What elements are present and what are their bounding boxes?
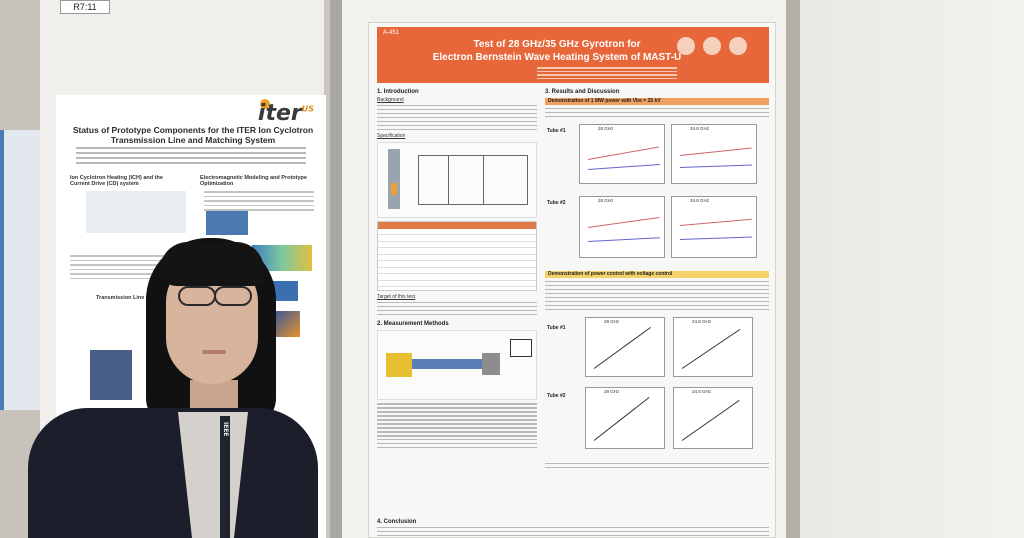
- iter-photo: [90, 350, 132, 400]
- subsection-background: Background: [377, 97, 404, 103]
- iter-section-em: Electromagnetic Modeling and Prototype O…: [200, 175, 307, 187]
- section-measurement-methods: 2. Measurement Methods: [377, 321, 449, 328]
- presenter-bangs: [160, 242, 264, 286]
- board-frame-right: [786, 0, 800, 538]
- poster-title-line1: Test of 28 GHz/35 GHz Gyrotron for: [473, 39, 641, 50]
- tube1-label-2: Tube #1: [547, 324, 566, 331]
- results-bar-1mw: Demonstration of 1 MW power with Vbe = 2…: [545, 98, 769, 105]
- results-bar-power-control: Demonstration of power control with volt…: [545, 270, 769, 278]
- glasses-icon: [214, 286, 252, 306]
- presenter-jacket: [28, 408, 318, 538]
- plot-power-tube2-a: 28 GHz: [585, 386, 665, 449]
- section-introduction: 1. Introduction: [377, 89, 419, 95]
- presenter-shirt: [178, 412, 248, 538]
- tube1-label: Tube #1: [547, 127, 566, 134]
- poster-right-column: 3. Results and Discussion Demonstration …: [545, 89, 769, 471]
- conclusion-block: 4. Conclusion: [377, 519, 769, 538]
- iter-model-image: [206, 211, 248, 235]
- board-number-tag: R7:11: [60, 0, 110, 14]
- subsection-specification: Specification: [377, 132, 406, 139]
- iter-logo: iterUS: [257, 101, 314, 126]
- gyrotron-system-diagram: [377, 141, 537, 218]
- iter-section-tl: Transmission Line (T): [96, 295, 153, 301]
- ieee-lanyard: IEEE: [220, 416, 230, 538]
- iter-logo-sun-icon: [260, 99, 270, 109]
- plot-tube1-34ghz: 34.8 GHz: [671, 123, 757, 184]
- gyrotron-poster: A-451 Test of 28 GHz/35 GHz Gyrotron for…: [368, 22, 776, 538]
- poster-id: A-451: [383, 30, 400, 36]
- institution-logo-icon: [729, 37, 747, 55]
- results-plots-2: Tube #1 Tube #2 28 GHz 34.8 GHz 28 GHz 3…: [545, 313, 769, 463]
- plot-power-tube1-a: 28 GHz: [585, 316, 665, 377]
- board-frame: [330, 0, 342, 538]
- iter-poster-title: Status of Prototype Components for the I…: [72, 125, 314, 145]
- presenter: IEEE: [20, 230, 320, 538]
- plot-tube1-28ghz: 28 GHz: [579, 123, 665, 184]
- institution-logo-icon: [703, 37, 721, 55]
- institution-logo-icon: [677, 37, 695, 55]
- plot-power-tube2-b: 34.8 GHz: [673, 386, 753, 449]
- section-results: 3. Results and Discussion: [545, 89, 620, 95]
- measurement-diagram: [377, 330, 537, 401]
- design-parameters-table: [377, 220, 537, 291]
- poster-left-column: 1. Introduction Background Specification…: [377, 89, 537, 451]
- iter-poster-authors: [76, 147, 306, 169]
- tube2-label: Tube #2: [547, 199, 566, 206]
- plot-tube2-28ghz: 28 GHz: [579, 195, 665, 258]
- poster-title-line2: Electron Bernstein Wave Heating System o…: [432, 52, 682, 63]
- iter-section-ich: Ion Cyclotron Heating (ICH) and the Curr…: [70, 175, 163, 187]
- glasses-icon: [178, 286, 216, 306]
- presenter-mouth: [202, 350, 226, 354]
- section-conclusion: 4. Conclusion: [377, 519, 417, 525]
- subsection-target: Target of this test: [377, 293, 416, 300]
- adjacent-poster-board: [0, 0, 40, 538]
- plot-tube2-34ghz: 34.8 GHz: [671, 195, 757, 258]
- plot-power-tube1-b: 34.8 GHz: [673, 316, 753, 377]
- iter-diagram: [86, 191, 186, 233]
- poster-authors: [537, 67, 677, 81]
- tube2-label-2: Tube #2: [547, 392, 566, 399]
- iter-logo-small: [270, 281, 298, 301]
- poster-header: A-451 Test of 28 GHz/35 GHz Gyrotron for…: [377, 27, 769, 83]
- background-wall: [800, 0, 1024, 538]
- results-plots-1: Tube #1 Tube #2 28 GHz 34.8 GHz 28 GHz: [545, 120, 769, 268]
